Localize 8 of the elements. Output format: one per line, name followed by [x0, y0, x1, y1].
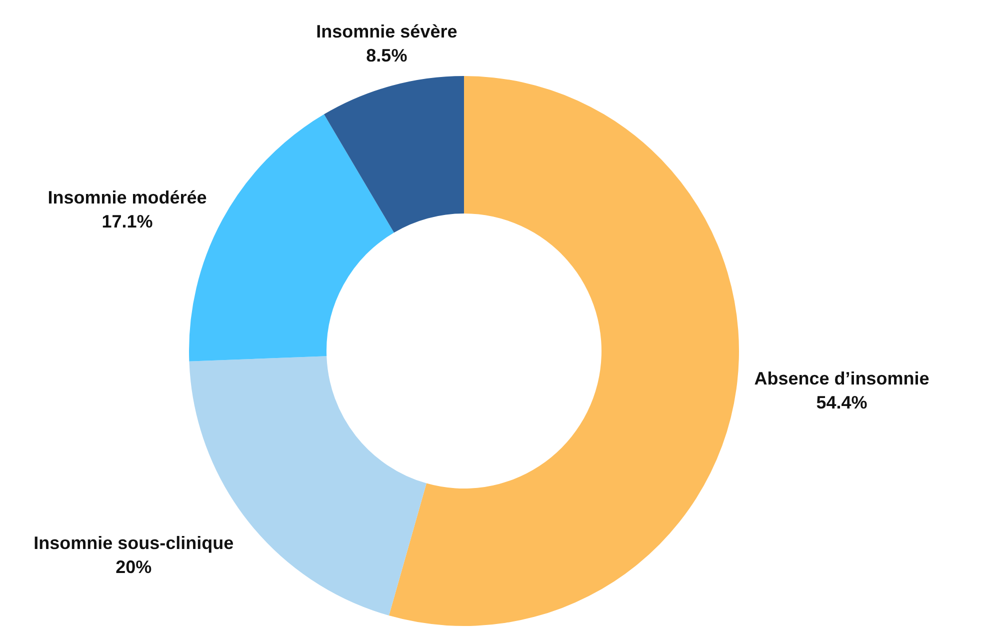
data-label: 54.4% [816, 392, 868, 412]
slice-label: Insomnie modérée [48, 188, 207, 208]
slice-label: Absence d’insomnie [754, 368, 930, 388]
slice-label: Insomnie sévère [316, 21, 458, 42]
data-label: 17.1% [102, 212, 153, 232]
slice-label: Insomnie sous-clinique [34, 533, 234, 553]
data-label: 8.5% [366, 45, 408, 66]
data-label: 20% [116, 557, 152, 577]
